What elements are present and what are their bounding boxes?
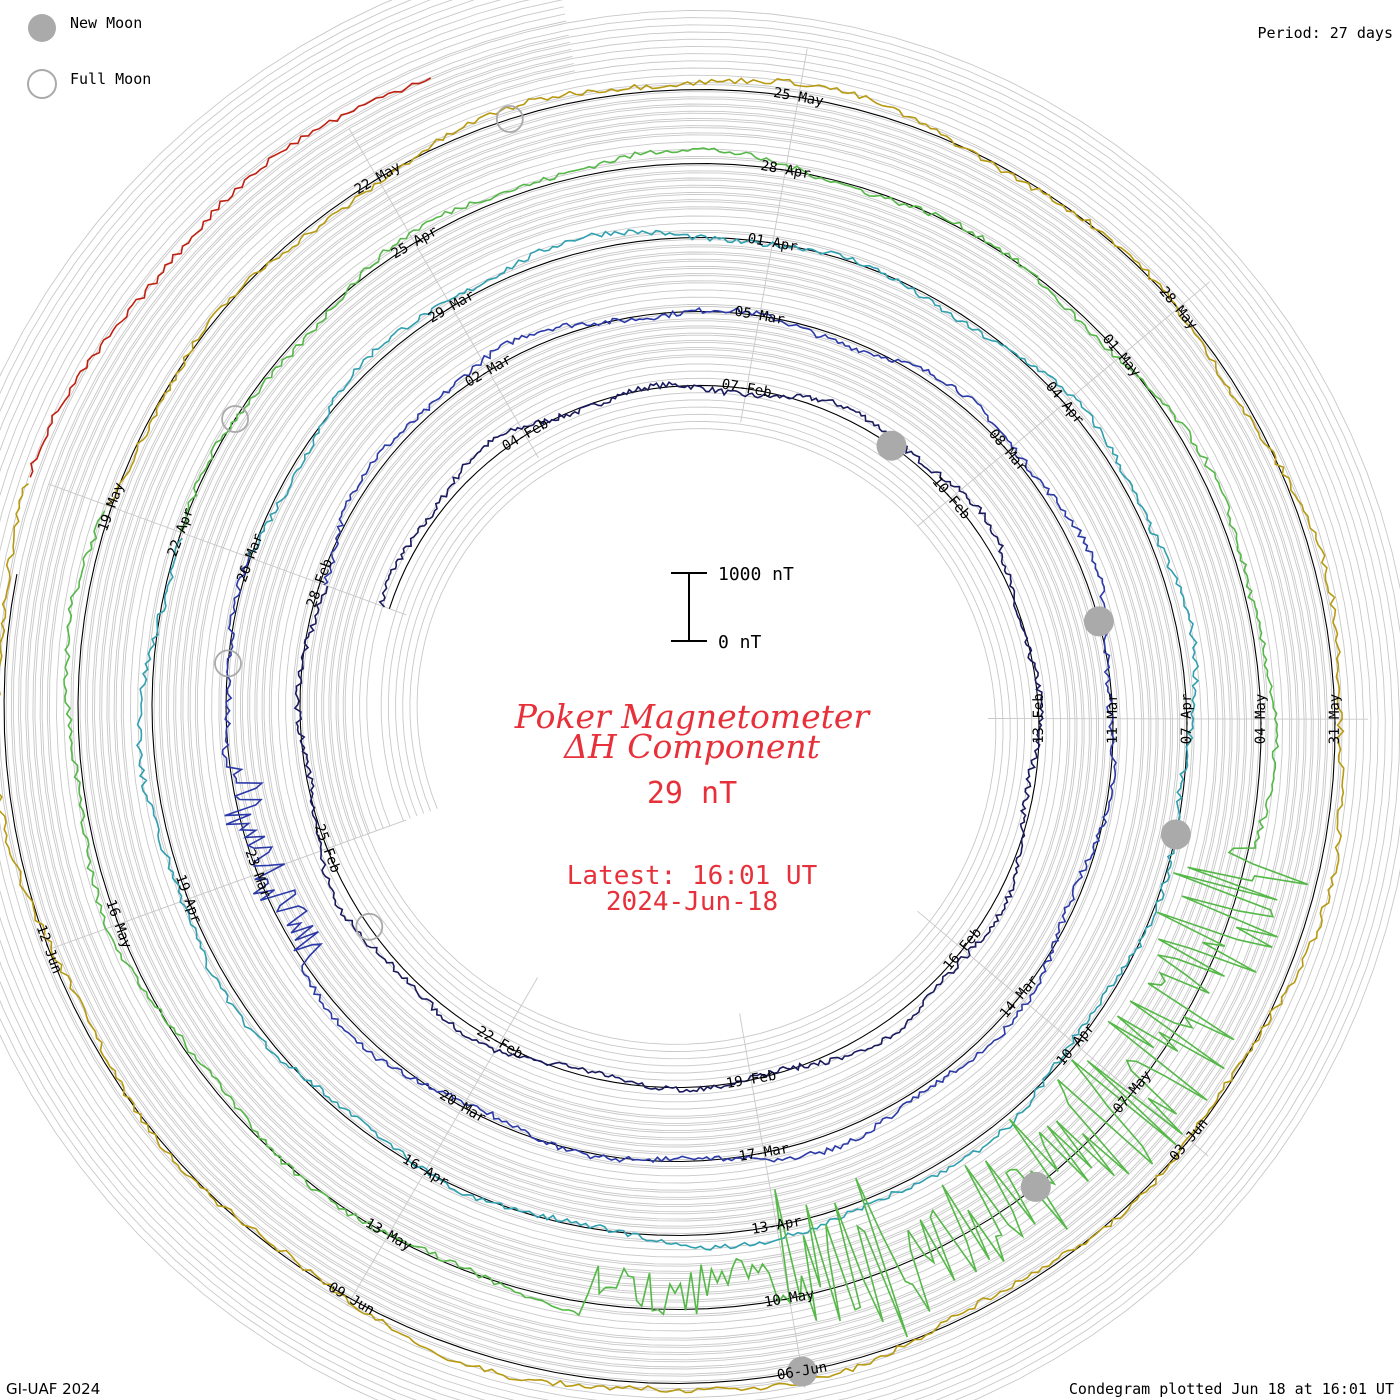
grid-spiral [0,0,1365,1400]
day-spoke [48,819,407,950]
grid-spiral [39,63,1300,1348]
trace-turn-1 [293,381,1044,1093]
grid-spiral [32,56,1307,1356]
plotted-label: Condegram plotted Jun 18 at 16:01 UT [1069,1380,1394,1398]
day-spoke [917,281,1210,526]
date-label: 11-Mar [1105,693,1121,744]
current-value: 29 nT [647,776,737,811]
new-moon-marker [1083,606,1114,637]
full-moon-marker [221,405,250,433]
credit-label: GI-UAF 2024 [6,1380,100,1398]
trace-turn-6 [29,77,432,478]
grid-spiral [0,20,1343,1392]
new-moon-marker [1160,819,1191,850]
spiral-baseline [3,89,1336,1385]
date-label: 19-Feb [725,1068,778,1092]
date-label: 13-Feb [1031,693,1047,744]
day-spoke [987,718,1369,720]
full-moon-legend-label: Full Moon [70,70,151,88]
grid-spiral [0,13,1350,1399]
date-label: 09-Jun [325,1279,377,1318]
new-moon-marker [787,1356,818,1387]
date-label: 08-Mar [985,426,1030,475]
date-label: 31-May [1327,694,1343,745]
scale-bottom-label: 0 nT [718,632,762,653]
day-spokes [48,48,1369,1388]
latest-date: 2024-Jun-18 [606,887,778,917]
date-label: 10-Apr [1053,1020,1098,1069]
date-label: 28-May [1156,284,1201,333]
trace-turn-3 [136,229,1200,1251]
new-moon-legend-label: New Moon [70,14,142,32]
new-moon-legend-icon [28,14,56,42]
latest-time: Latest: 16:01 UT [567,861,818,891]
baseline-spiral [3,89,1336,1385]
date-label: 28-Apr [759,158,812,183]
day-spoke [346,977,538,1307]
full-moon-marker [495,105,524,133]
full-moon-marker [355,912,384,941]
trace-turn-2 [221,306,1117,1164]
date-label: 07-Apr [1179,694,1195,745]
chart-title: Poker Magnetometer [514,697,872,736]
date-label: 07-Feb [720,376,773,401]
grid-spiral [0,6,1357,1400]
date-label: 23-Mar [241,847,273,900]
grid-spiral [25,48,1314,1363]
grid-spiral [18,41,1321,1370]
grid-spiral [10,34,1329,1377]
scale-top-label: 1000 nT [718,564,794,585]
new-moon-marker [1020,1171,1051,1202]
date-label: 17-Mar [738,1141,791,1165]
date-label: 05-Mar [733,304,786,329]
new-moon-marker [876,430,907,461]
period-label: Period: 27 days [1258,24,1393,42]
date-label: 03-Jun [1167,1116,1212,1165]
date-label: 04-May [1253,694,1269,745]
moon-markers [214,105,1191,1387]
day-spoke [917,910,1209,1157]
trace-turn-5 [0,77,1345,1394]
scale-bar [671,572,707,642]
date-label: 01-May [1099,331,1144,380]
day-spoke [740,48,808,423]
date-label: 01-Apr [746,231,799,256]
date-label: 10-May [763,1286,816,1310]
trace-turn-4 [63,147,1309,1338]
date-label: 20-Mar [437,1087,489,1126]
full-moon-legend-icon [27,69,57,99]
chart-subtitle: ΔH Component [562,727,821,766]
grid-spiral [46,70,1293,1341]
date-label: 16-Apr [400,1151,452,1190]
full-moon-marker [214,649,242,678]
date-label: 16-Feb [940,925,985,974]
date-label: 25-Feb [311,822,343,875]
day-spoke [49,483,407,616]
date-label: 25-May [772,85,825,110]
date-label: 19-Apr [172,872,204,925]
date-label: 14-Mar [997,973,1042,1022]
data-traces [0,77,1345,1394]
date-label: 13-May [362,1215,414,1254]
